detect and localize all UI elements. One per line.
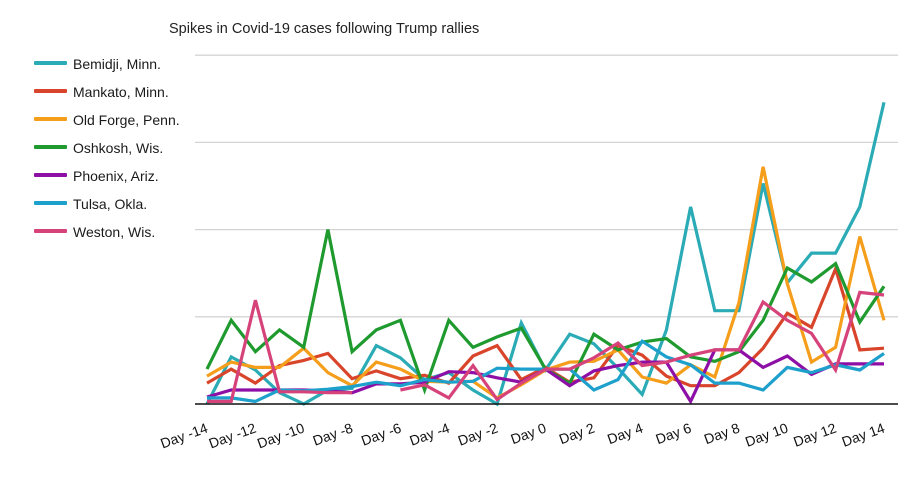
legend-swatch-bemidji xyxy=(34,61,67,65)
legend-item: Mankato, Minn. xyxy=(34,82,194,103)
series-line-old-forge-penn xyxy=(206,166,886,400)
series-line-weston-wis xyxy=(400,290,885,402)
x-tick-label: Day 14 xyxy=(840,420,887,450)
legend-label: Mankato, Minn. xyxy=(73,84,169,100)
legend-swatch-oshkosh xyxy=(34,145,67,149)
legend-label: Bemidji, Minn. xyxy=(73,56,161,72)
chart-title: Spikes in Covid-19 cases following Trump… xyxy=(169,21,480,37)
legend-label: Tulsa, Okla. xyxy=(73,196,148,212)
x-tick-label: Day -10 xyxy=(255,420,307,452)
x-tick-label: Day 2 xyxy=(557,420,597,448)
legend-label: Weston, Wis. xyxy=(73,224,156,240)
legend-swatch-weston xyxy=(34,229,67,233)
x-tick-label: Day -8 xyxy=(311,420,355,449)
x-tick-label: Day -14 xyxy=(158,420,210,452)
legend: Bemidji, Minn. Mankato, Minn. Old Forge,… xyxy=(34,54,194,250)
legend-item: Tulsa, Okla. xyxy=(34,194,194,215)
legend-item: Weston, Wis. xyxy=(34,222,194,243)
legend-item: Old Forge, Penn. xyxy=(34,110,194,131)
legend-swatch-mankato xyxy=(34,89,67,93)
legend-swatch-old-forge xyxy=(34,117,67,121)
legend-item: Phoenix, Ariz. xyxy=(34,166,194,187)
series-line-weston-wis xyxy=(207,299,353,403)
legend-label: Old Forge, Penn. xyxy=(73,112,180,128)
x-tick-label: Day -6 xyxy=(359,420,403,449)
x-tick-label: Day 0 xyxy=(508,420,548,448)
legend-swatch-phoenix xyxy=(34,173,67,177)
x-tick-label: Day 10 xyxy=(743,420,790,450)
legend-label: Phoenix, Ariz. xyxy=(73,168,159,184)
x-tick-label: Day 6 xyxy=(653,420,693,448)
series-lines xyxy=(205,101,886,407)
x-tick-label: Day 4 xyxy=(605,420,645,448)
legend-label: Oshkosh, Wis. xyxy=(73,140,164,156)
x-tick-label: Day 8 xyxy=(702,420,742,448)
legend-item: Bemidji, Minn. xyxy=(34,54,194,75)
legend-item: Oshkosh, Wis. xyxy=(34,138,194,159)
x-tick-label: Day -4 xyxy=(407,420,451,449)
x-tick-label: Day 12 xyxy=(791,420,838,450)
x-tick-label: Day -12 xyxy=(207,420,259,452)
x-tick-label: Day -2 xyxy=(456,420,500,449)
legend-swatch-tulsa xyxy=(34,201,67,205)
